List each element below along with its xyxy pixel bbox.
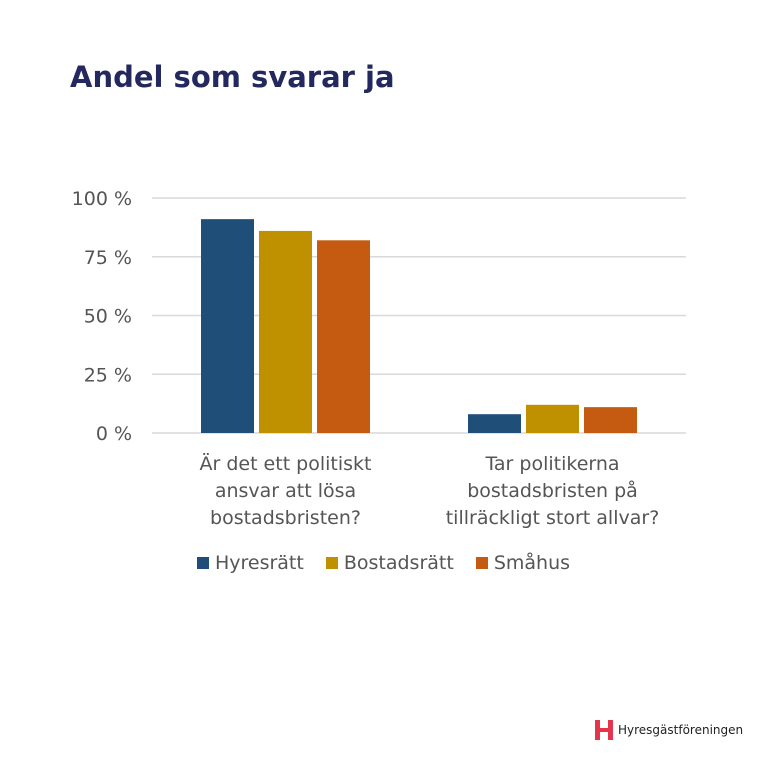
x-category-label: ansvar att lösa [215,480,356,502]
bar-bostadsrätt [259,230,312,433]
bar-hyresrätt [468,414,521,433]
bar-småhus [584,407,637,433]
logo-icon [595,720,613,740]
chart-title: Andel som svarar ja [70,60,395,94]
legend-label: Hyresrätt [214,552,304,574]
legend-label: Bostadsrätt [343,552,454,574]
legend-swatch [475,557,488,569]
x-category-label: bostadsbristen? [210,507,361,529]
legend-swatch [325,557,338,569]
legend-item: Hyresrätt [196,552,304,574]
bar-bostadsrätt [526,404,579,433]
x-category-label: Är det ett politiskt [199,452,371,475]
logo: Hyresgästföreningen [595,720,743,740]
bar-småhus [317,240,370,433]
bar-chart: 0 % 25 % 50 % 75 % 100 % Är det ett politiskt… [72,188,686,529]
legend-swatch [196,557,209,569]
legend-item: Småhus [475,552,571,574]
legend-label: Småhus [493,552,571,574]
x-category-label: bostadsbristen på [467,479,638,502]
legend: Hyresrätt Bostadsrätt Småhus [0,552,767,574]
x-category-label: Tar politikerna [484,453,619,475]
logo-text: Hyresgästföreningen [618,723,744,737]
y-tick-label: 0 % [96,423,132,445]
legend-item: Bostadsrätt [325,552,454,574]
y-tick-label: 50 % [84,306,132,328]
y-tick-label: 100 % [72,188,132,210]
x-category-label: tillräckligt stort allvar? [446,507,660,529]
bar-hyresrätt [201,219,254,433]
y-tick-label: 25 % [84,364,132,386]
y-tick-label: 75 % [84,247,132,269]
